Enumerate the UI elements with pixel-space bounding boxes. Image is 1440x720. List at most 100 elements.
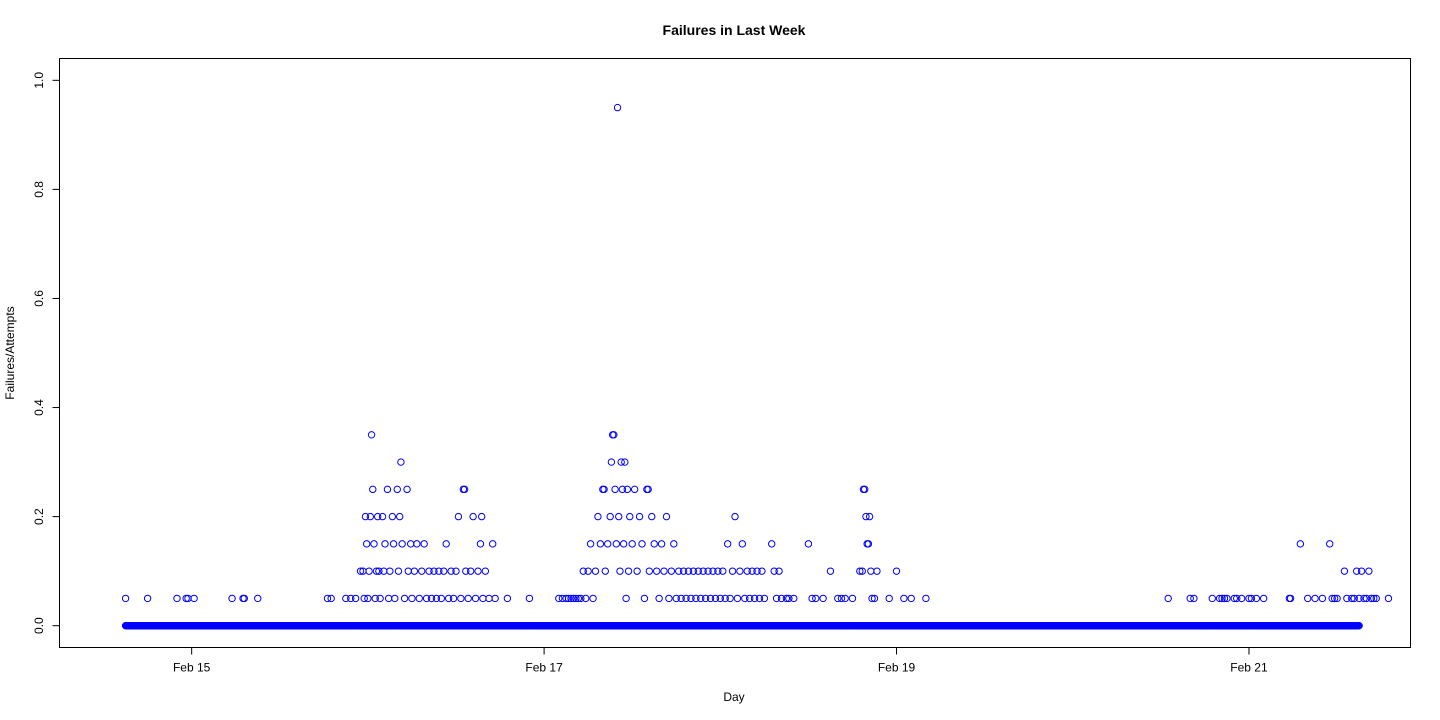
data-point — [485, 594, 493, 603]
data-point — [491, 594, 499, 603]
data-point — [699, 567, 707, 575]
y-tick-label: 0.8 — [32, 181, 46, 198]
data-point — [469, 512, 477, 521]
data-point — [900, 594, 908, 603]
data-point — [885, 594, 893, 603]
data-point — [610, 431, 618, 439]
data-point — [697, 594, 705, 603]
data-point — [750, 594, 759, 603]
data-point — [435, 567, 443, 575]
data-point — [719, 567, 727, 575]
data-point — [775, 567, 783, 575]
data-point — [630, 485, 639, 494]
data-point — [640, 594, 649, 603]
data-point — [768, 540, 776, 548]
data-point — [1304, 594, 1312, 603]
data-point — [743, 567, 751, 575]
data-point — [1286, 594, 1295, 603]
data-point — [706, 594, 715, 603]
data-point — [856, 567, 864, 575]
data-point — [760, 594, 769, 603]
data-point — [672, 594, 680, 603]
data-point — [731, 512, 739, 521]
data-point — [347, 594, 355, 603]
data-point — [574, 594, 583, 603]
data-point — [397, 458, 405, 466]
data-point — [444, 594, 453, 603]
data-point — [623, 485, 632, 494]
data-point — [645, 567, 654, 575]
data-point — [1245, 594, 1253, 603]
data-point — [1311, 594, 1319, 603]
data-point — [1259, 594, 1268, 603]
data-point — [383, 485, 392, 494]
data-point — [714, 567, 722, 575]
data-point — [479, 594, 487, 603]
data-point — [692, 594, 700, 603]
data-point — [1186, 594, 1194, 603]
data-point — [562, 594, 570, 603]
data-point — [861, 485, 869, 494]
data-point — [837, 594, 846, 603]
y-axis: 0.0 0.2 0.4 0.6 0.8 1.0 — [32, 72, 60, 634]
data-point — [360, 594, 368, 603]
data-point — [689, 567, 698, 575]
data-point — [403, 485, 411, 494]
data-point — [1218, 594, 1226, 603]
data-point — [375, 567, 383, 575]
data-point — [1296, 540, 1305, 548]
data-point — [1208, 594, 1216, 603]
data-point — [648, 512, 656, 521]
data-point — [662, 512, 671, 521]
y-axis-label: Failures/Attempts — [3, 306, 17, 399]
data-point — [1190, 594, 1198, 603]
data-point — [361, 512, 370, 521]
data-point — [584, 567, 592, 575]
data-point — [687, 594, 695, 603]
data-point — [612, 540, 620, 548]
data-point — [440, 567, 448, 575]
data-point — [503, 594, 512, 603]
data-point — [848, 594, 857, 603]
chart-title: Failures in Last Week — [663, 22, 806, 38]
data-point — [770, 567, 778, 575]
data-point — [381, 540, 389, 548]
data-point — [1220, 594, 1229, 603]
data-point — [452, 567, 460, 575]
data-point — [622, 594, 630, 603]
data-point — [867, 567, 875, 575]
data-point — [1360, 594, 1368, 603]
data-point — [618, 485, 627, 494]
data-point — [400, 594, 409, 603]
data-point — [865, 512, 874, 521]
data-point — [864, 540, 873, 548]
data-point — [694, 567, 702, 575]
data-point — [460, 485, 469, 494]
data-point — [327, 594, 335, 603]
data-point — [393, 485, 401, 494]
data-point — [922, 594, 930, 603]
data-point — [432, 594, 441, 603]
data-point — [1333, 594, 1341, 603]
data-points — [121, 103, 1393, 603]
data-point — [657, 540, 666, 548]
data-point — [437, 594, 445, 603]
data-point — [462, 567, 470, 575]
data-point — [611, 485, 619, 494]
data-point — [723, 540, 732, 548]
data-point — [677, 594, 685, 603]
data-point — [396, 512, 404, 521]
data-point — [600, 485, 608, 494]
data-point — [621, 458, 629, 466]
data-point — [704, 567, 712, 575]
y-tick-label: 0.6 — [32, 290, 46, 307]
data-point — [907, 594, 915, 603]
data-point — [1340, 567, 1349, 575]
data-point — [569, 594, 578, 603]
data-point — [870, 594, 879, 603]
data-point — [477, 512, 486, 521]
data-point — [323, 594, 332, 603]
data-point — [1247, 594, 1256, 603]
data-point — [682, 594, 690, 603]
x-axis-label: Day — [723, 690, 744, 704]
